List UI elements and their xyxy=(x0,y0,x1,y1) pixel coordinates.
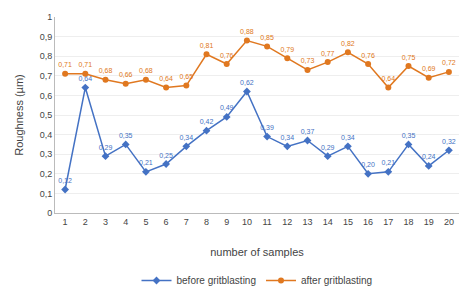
svg-text:0,65: 0,65 xyxy=(179,73,193,80)
svg-text:0,75: 0,75 xyxy=(402,54,416,61)
svg-text:0,21: 0,21 xyxy=(139,159,153,166)
svg-text:0,5: 0,5 xyxy=(40,110,53,120)
svg-text:0,39: 0,39 xyxy=(260,124,274,131)
svg-text:0,35: 0,35 xyxy=(119,132,133,139)
svg-text:before gritblasting: before gritblasting xyxy=(177,275,257,286)
svg-text:0,76: 0,76 xyxy=(361,52,375,59)
svg-text:0,4: 0,4 xyxy=(40,130,53,140)
svg-text:0,34: 0,34 xyxy=(341,134,355,141)
svg-text:19: 19 xyxy=(424,217,434,227)
svg-text:10: 10 xyxy=(242,217,252,227)
svg-text:0,37: 0,37 xyxy=(301,128,315,135)
svg-text:number of samples: number of samples xyxy=(210,246,304,258)
svg-text:0,6: 0,6 xyxy=(40,91,53,101)
svg-text:0,8: 0,8 xyxy=(40,51,53,61)
svg-text:0,68: 0,68 xyxy=(139,67,153,74)
svg-text:0,77: 0,77 xyxy=(321,50,335,57)
svg-text:0,20: 0,20 xyxy=(361,161,375,168)
svg-text:0,29: 0,29 xyxy=(321,144,335,151)
svg-text:14: 14 xyxy=(323,217,333,227)
svg-text:0,73: 0,73 xyxy=(301,57,315,64)
svg-text:16: 16 xyxy=(363,217,373,227)
svg-text:0,64: 0,64 xyxy=(381,75,395,82)
svg-text:0,68: 0,68 xyxy=(99,67,113,74)
svg-text:11: 11 xyxy=(262,217,271,227)
svg-text:20: 20 xyxy=(444,217,454,227)
svg-text:0,7: 0,7 xyxy=(40,71,53,81)
svg-text:0,21: 0,21 xyxy=(381,159,395,166)
svg-text:0,42: 0,42 xyxy=(200,118,214,125)
svg-text:12: 12 xyxy=(282,217,292,227)
svg-text:0,79: 0,79 xyxy=(280,46,294,53)
svg-text:0,64: 0,64 xyxy=(78,75,92,82)
svg-text:0,72: 0,72 xyxy=(442,59,456,66)
svg-text:0,64: 0,64 xyxy=(159,75,173,82)
svg-text:8: 8 xyxy=(204,217,209,227)
svg-text:13: 13 xyxy=(302,217,312,227)
svg-text:0,1: 0,1 xyxy=(40,189,53,199)
svg-text:0,76: 0,76 xyxy=(220,52,234,59)
svg-text:0,71: 0,71 xyxy=(78,61,92,68)
svg-text:Roughness (µm): Roughness (µm) xyxy=(13,74,25,156)
svg-text:0,62: 0,62 xyxy=(240,79,254,86)
svg-text:3: 3 xyxy=(103,217,108,227)
svg-text:0,34: 0,34 xyxy=(179,134,193,141)
svg-text:0,3: 0,3 xyxy=(40,149,53,159)
svg-text:0,35: 0,35 xyxy=(402,132,416,139)
svg-text:4: 4 xyxy=(123,217,128,227)
svg-text:0,29: 0,29 xyxy=(99,144,113,151)
svg-text:0,71: 0,71 xyxy=(58,61,72,68)
svg-text:2: 2 xyxy=(83,217,88,227)
svg-text:0,49: 0,49 xyxy=(220,104,234,111)
svg-text:0: 0 xyxy=(47,208,52,218)
svg-text:5: 5 xyxy=(143,217,148,227)
svg-text:7: 7 xyxy=(184,217,189,227)
svg-text:18: 18 xyxy=(403,217,413,227)
svg-text:0,66: 0,66 xyxy=(119,71,133,78)
svg-text:6: 6 xyxy=(164,217,169,227)
svg-text:0,2: 0,2 xyxy=(40,169,53,179)
svg-text:after gritblasting: after gritblasting xyxy=(301,275,372,286)
svg-text:0,82: 0,82 xyxy=(341,40,355,47)
svg-text:17: 17 xyxy=(383,217,393,227)
svg-text:0,12: 0,12 xyxy=(58,177,72,184)
svg-text:0,9: 0,9 xyxy=(40,32,53,42)
svg-text:15: 15 xyxy=(343,217,353,227)
svg-text:0,34: 0,34 xyxy=(280,134,294,141)
svg-text:0,25: 0,25 xyxy=(159,152,173,159)
svg-text:1: 1 xyxy=(47,12,52,22)
svg-text:0,69: 0,69 xyxy=(422,65,436,72)
svg-text:0,24: 0,24 xyxy=(422,153,436,160)
svg-text:0,81: 0,81 xyxy=(200,42,214,49)
svg-text:0,88: 0,88 xyxy=(240,28,254,35)
svg-text:1: 1 xyxy=(63,217,68,227)
svg-text:0,32: 0,32 xyxy=(442,138,456,145)
svg-text:9: 9 xyxy=(224,217,229,227)
svg-text:0,85: 0,85 xyxy=(260,34,274,41)
